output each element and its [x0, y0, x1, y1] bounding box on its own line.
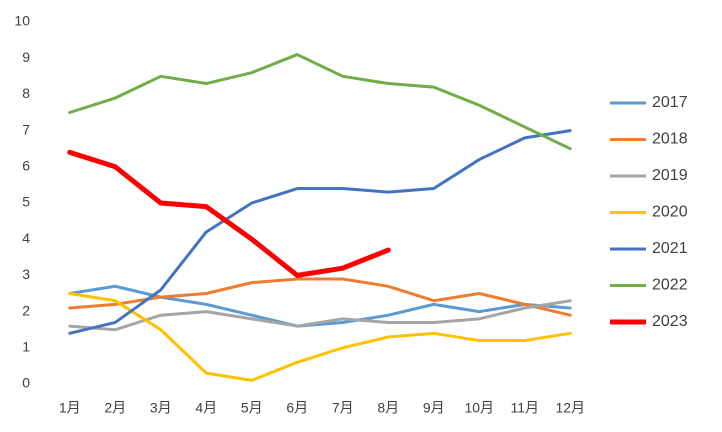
- y-tick-label: 4: [22, 230, 30, 246]
- series-line: [68, 53, 572, 151]
- x-tick-label: 8月: [377, 400, 399, 416]
- y-tick-label: 6: [22, 158, 30, 174]
- legend-text: 2020: [652, 204, 688, 221]
- x-tick-label: 6月: [286, 400, 308, 416]
- series-line: [68, 129, 572, 335]
- x-tick-label: 4月: [195, 400, 217, 416]
- x-tick-label: 5月: [241, 400, 263, 416]
- series-line: [68, 292, 572, 382]
- x-tick-label: 2月: [104, 400, 126, 416]
- y-tick-label: 5: [22, 194, 30, 210]
- series-line: [67, 149, 391, 278]
- legend-text: 2022: [652, 277, 688, 294]
- y-tick-label: 10: [14, 13, 30, 29]
- y-tick-label: 0: [22, 375, 30, 391]
- legend-text: 2019: [652, 167, 688, 184]
- x-tick-label: 11月: [510, 400, 539, 416]
- x-tick-label: 7月: [332, 400, 354, 416]
- x-tick-label: 10月: [464, 400, 494, 416]
- legend-text: 2021: [652, 240, 688, 257]
- x-tick-label: 9月: [423, 400, 445, 416]
- legend-text: 2018: [652, 131, 688, 148]
- y-tick-label: 8: [22, 85, 30, 101]
- y-tick-label: 2: [22, 302, 30, 318]
- y-tick-label: 1: [22, 339, 30, 355]
- y-tick-label: 3: [22, 266, 30, 282]
- series-line: [68, 299, 572, 332]
- legend-text: 2023: [652, 313, 688, 330]
- legend-text: 2017: [652, 94, 688, 111]
- x-tick-label: 3月: [150, 400, 172, 416]
- y-tick-label: 9: [22, 49, 30, 65]
- series-line: [68, 277, 572, 317]
- x-tick-label: 1月: [59, 400, 81, 416]
- y-tick-label: 7: [22, 121, 30, 137]
- x-tick-label: 12月: [555, 400, 585, 416]
